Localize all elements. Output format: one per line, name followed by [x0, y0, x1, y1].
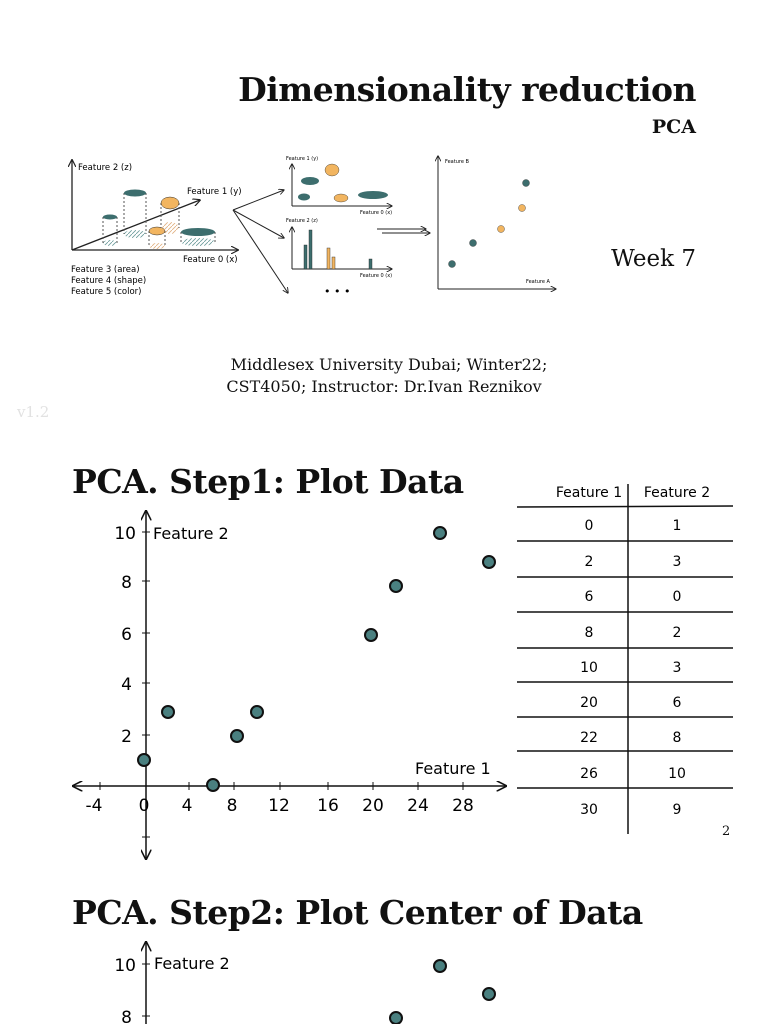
- affiliation-line-2: CST4050; Instructor: Dr.Ivan Reznikov: [226, 377, 542, 396]
- data-point: [250, 705, 264, 719]
- data-point: [389, 579, 403, 593]
- table-cell: 3: [673, 660, 682, 676]
- axis-label-z: Feature 2 (z): [78, 163, 132, 173]
- week-label: Week 7: [611, 246, 696, 272]
- axis-label-x: Feature 0 (x): [183, 255, 238, 265]
- table-cell: 0: [585, 518, 594, 534]
- step1-scatter-plot: 10 8 6 4 2 -4 0 4 8 12 16 20 24 28 Featu…: [60, 505, 520, 865]
- x-axis-label: Feature 1: [415, 759, 491, 778]
- step2-scatter-plot: 10 8 Feature 2: [114, 936, 496, 1024]
- left-3d-panel: Feature 2 (z) Feature 1 (y) Feature 0 (x…: [71, 160, 242, 297]
- axis-label: Feature B: [445, 159, 469, 165]
- middle-top-panel: Feature 1 (y) Feature 0 (x): [286, 156, 392, 216]
- table-cell: 6: [585, 589, 594, 605]
- ellipsis: • • •: [324, 285, 350, 298]
- axis-label: Feature 0 (x): [360, 210, 392, 216]
- y-tick-label: 10: [114, 956, 136, 976]
- table-cell: 1: [673, 518, 682, 534]
- y-axis-label: Feature 2: [153, 524, 229, 543]
- affiliation-line-1: Middlesex University Dubai; Winter22;: [230, 355, 548, 374]
- table-cell: 22: [580, 730, 598, 746]
- step1-heading: PCA. Step1: Plot Data: [72, 462, 464, 501]
- table-cell: 26: [580, 766, 598, 782]
- data-point: [161, 705, 175, 719]
- svg-text:4: 4: [121, 675, 132, 695]
- table-cell: 8: [585, 625, 594, 641]
- version-label: v1.2: [17, 403, 50, 421]
- table-cell: 20: [580, 695, 598, 711]
- table-cell: 6: [673, 695, 682, 711]
- dimensionality-illustration: Feature 2 (z) Feature 1 (y) Feature 0 (x…: [60, 150, 570, 298]
- step2-heading: PCA. Step2: Plot Center of Data: [72, 893, 643, 932]
- svg-text:20: 20: [362, 796, 384, 816]
- svg-text:16: 16: [317, 796, 339, 816]
- feature-table: Feature 1 Feature 2 0 1 2 3 6 0 8 2 10 3…: [516, 478, 734, 842]
- table-header: Feature 1: [556, 485, 622, 501]
- table-cell: 8: [673, 730, 682, 746]
- data-points: [137, 526, 496, 792]
- svg-text:6: 6: [121, 625, 132, 645]
- table-header: Feature 2: [644, 485, 710, 501]
- slide-subtitle: PCA: [651, 116, 696, 138]
- data-point: [482, 987, 496, 1001]
- svg-text:28: 28: [452, 796, 474, 816]
- right-projection-panel: Feature B Feature A: [438, 156, 556, 289]
- legend-feature-3: Feature 3 (area): [71, 265, 140, 275]
- table-cell: 10: [580, 660, 598, 676]
- x-tick-labels: -4 0 4 8 12 16 20 24 28: [86, 782, 474, 816]
- page-number: 2: [722, 824, 731, 839]
- table-cell: 30: [580, 802, 598, 818]
- axis-label: Feature 1 (y): [286, 156, 318, 162]
- affiliation: Middlesex University Dubai; Winter22; CS…: [0, 354, 768, 398]
- legend-feature-4: Feature 4 (shape): [71, 276, 146, 286]
- svg-text:8: 8: [121, 573, 132, 593]
- table-cell: 2: [673, 625, 682, 641]
- svg-text:4: 4: [182, 796, 193, 816]
- axis-label-y: Feature 1 (y): [187, 187, 242, 197]
- feature-table-grid: Feature 1 Feature 2 0 1 2 3 6 0 8 2 10 3…: [516, 484, 734, 834]
- svg-text:10: 10: [114, 524, 136, 544]
- table-cell: 3: [673, 554, 682, 570]
- svg-text:-4: -4: [86, 796, 103, 816]
- axis-label: Feature A: [526, 279, 550, 285]
- table-cell: 2: [585, 554, 594, 570]
- data-point: [389, 1011, 403, 1024]
- table-cell: 9: [673, 802, 682, 818]
- table-cell: 0: [673, 589, 682, 605]
- svg-text:12: 12: [268, 796, 290, 816]
- data-point: [137, 753, 151, 767]
- middle-bottom-panel: Feature 2 (z) Feature 0 (x) • • •: [286, 218, 392, 298]
- svg-text:2: 2: [121, 727, 132, 747]
- svg-text:0: 0: [139, 796, 150, 816]
- y-axis-label: Feature 2: [154, 954, 230, 973]
- svg-text:8: 8: [227, 796, 238, 816]
- svg-text:24: 24: [407, 796, 429, 816]
- y-tick-labels: 10 8 6 4 2: [114, 524, 150, 838]
- table-cell: 10: [668, 766, 686, 782]
- axis-label: Feature 0 (x): [360, 273, 392, 279]
- legend-feature-5: Feature 5 (color): [71, 287, 142, 297]
- axis-label: Feature 2 (z): [286, 218, 318, 224]
- y-tick-label: 8: [121, 1008, 132, 1024]
- slide-title: Dimensionality reduction: [238, 70, 696, 109]
- data-point: [230, 729, 244, 743]
- data-point: [433, 526, 447, 540]
- data-points: [389, 959, 496, 1024]
- data-point: [364, 628, 378, 642]
- data-point: [433, 959, 447, 973]
- data-point: [206, 778, 220, 792]
- data-point: [482, 555, 496, 569]
